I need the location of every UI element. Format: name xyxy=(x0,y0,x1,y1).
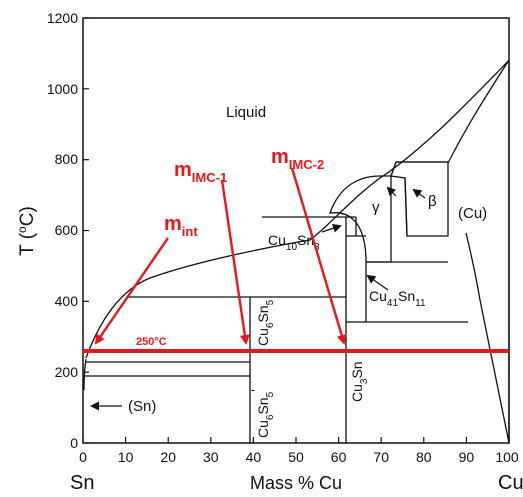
m-imc1-arrow xyxy=(220,179,250,345)
region-gamma: γ xyxy=(372,199,380,216)
y-tick-label: 400 xyxy=(55,293,79,309)
phase-cu10sn3-cu: Cu xyxy=(268,232,286,248)
phase-cu41sn11-n2: 11 xyxy=(415,298,426,309)
x-tick-label: 80 xyxy=(416,449,432,465)
m-int-arrow xyxy=(94,237,169,345)
x-tick-label: 90 xyxy=(459,449,475,465)
plot-frame xyxy=(82,17,510,444)
m-imc2-arrow xyxy=(290,167,347,345)
y-tick-label: 0 xyxy=(70,435,78,451)
y-tick-label: 600 xyxy=(55,222,79,238)
cu10sn3-arrow xyxy=(321,223,342,233)
x-axis-ticks xyxy=(82,437,510,443)
phase-cu6sn5-sn: Sn xyxy=(255,305,271,322)
m-int-sub: int xyxy=(182,224,199,239)
m-int-label: mint xyxy=(164,213,198,239)
x-tick-label: 30 xyxy=(203,449,219,465)
x-tick-label: 20 xyxy=(160,449,176,465)
x-left-label: Sn xyxy=(70,472,94,494)
x-axis-label: Mass % Cu xyxy=(250,473,342,493)
y-tick-label: 200 xyxy=(55,364,79,380)
x-right-label: Cu xyxy=(498,472,523,494)
y-tick-label: 1200 xyxy=(47,10,78,26)
m-int-main: m xyxy=(164,213,182,235)
region-liquid: Liquid xyxy=(226,104,266,121)
phase-cu6sn5p-n2: 5 xyxy=(265,391,276,397)
phase-cu6sn5-prime: Cu6Sn5' xyxy=(248,389,276,438)
phase-cu6sn5-cu: Cu xyxy=(255,328,271,346)
phase-cu6sn5-n1: 6 xyxy=(265,322,276,328)
liquidus-curve xyxy=(85,59,510,359)
x-tick-label: 0 xyxy=(79,449,87,465)
gamma-arrow xyxy=(386,186,397,197)
phase-cu3sn-sn: Sn xyxy=(349,361,365,378)
region-beta: β xyxy=(428,193,437,210)
m-imc1-label: mIMC-1 xyxy=(174,159,227,185)
phase-cu10sn3-n2: 3 xyxy=(314,242,320,253)
m-imc1-main: m xyxy=(174,159,192,181)
temperature-line-label: 250°C xyxy=(136,336,167,348)
x-tick-label: 100 xyxy=(495,449,519,465)
phase-cu41sn11: Cu41Sn11 xyxy=(369,288,426,309)
phase-cu6sn5p-sn: Sn xyxy=(255,397,271,414)
phase-boundaries xyxy=(83,59,510,444)
x-tick-label: 10 xyxy=(118,449,134,465)
y-axis-label-main: T ( xyxy=(17,232,38,256)
phase-cu3sn-cu: Cu xyxy=(349,384,365,402)
region-cu: (Cu) xyxy=(458,205,487,222)
y-tick-label: 800 xyxy=(55,151,79,167)
y-axis-label: T (oC) xyxy=(15,206,38,256)
phase-cu41sn11-n1: 41 xyxy=(387,298,399,309)
gamma-beta-split xyxy=(390,161,397,177)
m-imc2-main: m xyxy=(271,146,289,168)
phase-cu10sn3-n1: 10 xyxy=(286,242,298,253)
phase-cu6sn5-n2: 5 xyxy=(265,299,276,305)
beta-arrow xyxy=(412,188,426,199)
pointer-arrows xyxy=(90,186,426,411)
phase-cu41sn11-sn: Sn xyxy=(398,288,415,304)
y-tick-labels: 0 200 400 600 800 1000 1200 xyxy=(47,10,78,451)
region-sn: (Sn) xyxy=(128,398,156,415)
beta-region xyxy=(390,161,449,237)
gamma-dome xyxy=(329,175,392,263)
x-tick-label: 40 xyxy=(246,449,262,465)
solidus-curve xyxy=(447,59,510,164)
x-tick-label: 70 xyxy=(373,449,389,465)
x-tick-label: 50 xyxy=(288,449,304,465)
m-imc1-sub: IMC-1 xyxy=(192,170,227,185)
phase-cu6sn5p-prime: ' xyxy=(248,389,264,392)
phase-cu41sn11-cu: Cu xyxy=(369,288,387,304)
phase-cu3sn: Cu3Sn xyxy=(349,361,370,402)
phase-cu10sn3-sn: Sn xyxy=(297,232,314,248)
phase-cu6sn5p-cu: Cu xyxy=(255,420,271,438)
cu41sn11-arrow xyxy=(366,274,389,291)
y-tick-label: 1000 xyxy=(47,81,78,97)
phase-cu6sn5: Cu6Sn5 xyxy=(255,299,276,346)
phase-cu10sn3: Cu10Sn3 xyxy=(268,232,320,253)
phase-cu6sn5p-n1: 6 xyxy=(265,414,276,420)
red-arrows xyxy=(94,167,347,345)
cu-solvus-curve xyxy=(465,60,510,444)
x-tick-label: 60 xyxy=(331,449,347,465)
y-axis-label-tail: C) xyxy=(17,206,38,226)
m-imc2-sub: IMC-2 xyxy=(289,157,324,172)
y-axis-label-degree: o xyxy=(15,226,29,233)
beta-left xyxy=(404,177,408,237)
x-tick-labels: 0 10 20 30 40 50 60 70 80 90 100 xyxy=(79,449,519,465)
m-imc2-label: mIMC-2 xyxy=(271,146,324,172)
phase-cu3sn-n1: 3 xyxy=(359,378,370,384)
sn-solvus-curve xyxy=(83,358,87,391)
y-axis-ticks xyxy=(83,17,89,444)
